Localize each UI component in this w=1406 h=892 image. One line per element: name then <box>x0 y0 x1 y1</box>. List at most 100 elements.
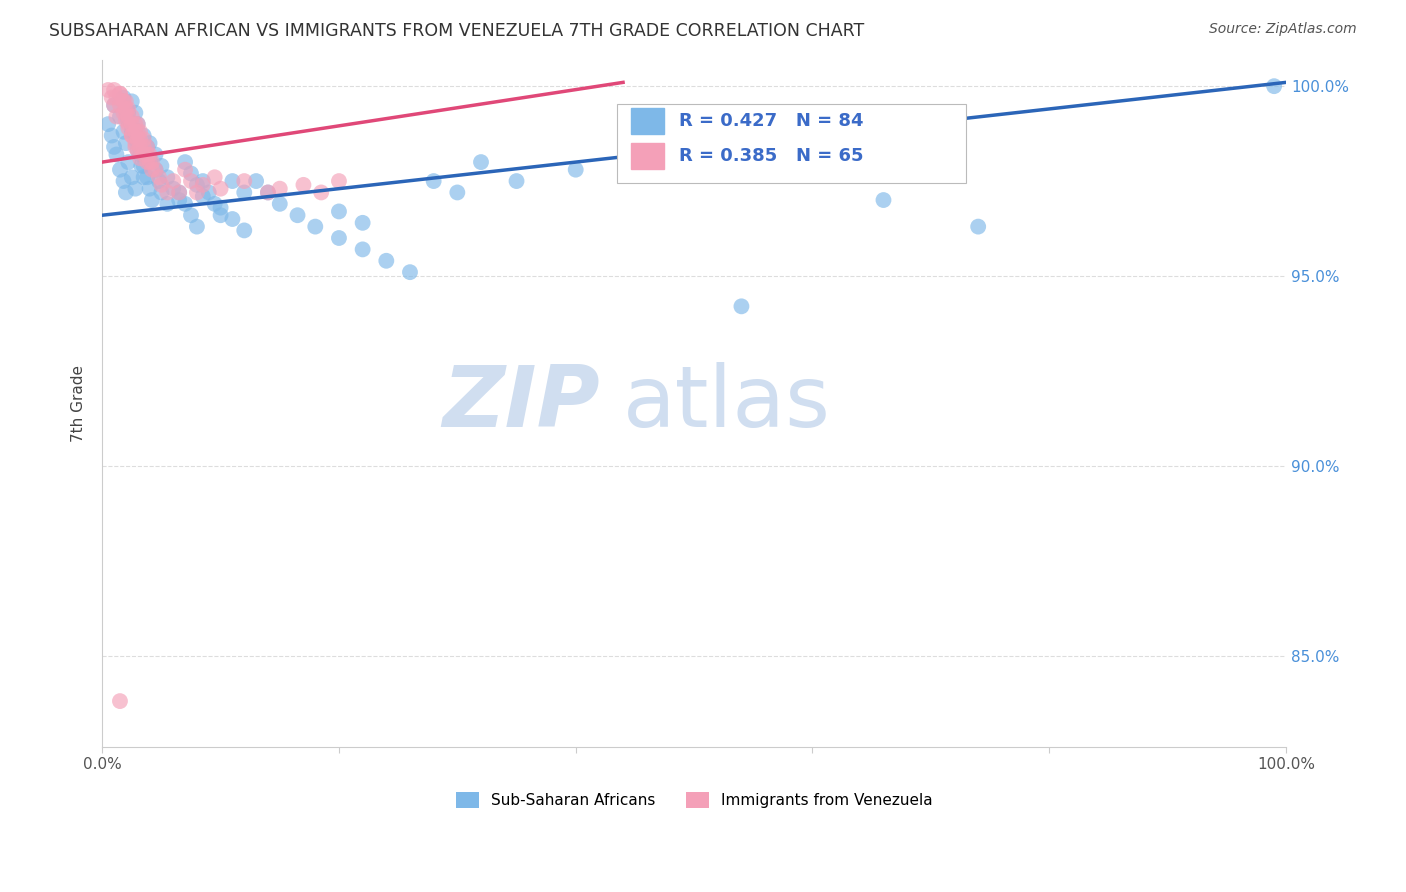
Point <box>505 174 527 188</box>
Point <box>117 105 139 120</box>
Point <box>287 208 309 222</box>
Point <box>150 186 173 200</box>
Point <box>100 128 122 143</box>
Point <box>117 110 139 124</box>
Point <box>191 189 214 203</box>
Point <box>245 174 267 188</box>
Point <box>127 117 149 131</box>
Point <box>121 110 143 124</box>
Point <box>124 117 146 131</box>
Point <box>138 155 160 169</box>
Point <box>150 159 173 173</box>
Point <box>129 125 152 139</box>
Point <box>112 90 135 104</box>
Legend: Sub-Saharan Africans, Immigrants from Venezuela: Sub-Saharan Africans, Immigrants from Ve… <box>450 787 939 814</box>
Point <box>730 299 752 313</box>
Point <box>292 178 315 192</box>
Point <box>304 219 326 234</box>
Point <box>117 102 139 116</box>
Point <box>167 186 190 200</box>
Point <box>100 90 122 104</box>
Point <box>121 95 143 109</box>
Point <box>136 170 159 185</box>
Point <box>132 128 155 143</box>
Point <box>132 147 155 161</box>
Point <box>103 98 125 112</box>
Point <box>328 174 350 188</box>
Point <box>132 132 155 146</box>
Point <box>127 117 149 131</box>
Point <box>115 113 138 128</box>
Point <box>138 182 160 196</box>
Point <box>328 204 350 219</box>
Point <box>132 170 155 185</box>
Point <box>191 174 214 188</box>
Point <box>269 197 291 211</box>
Point <box>174 162 197 177</box>
Bar <box>631 109 665 135</box>
Point <box>204 197 226 211</box>
Text: ZIP: ZIP <box>441 361 599 444</box>
Point <box>186 186 208 200</box>
Point <box>127 125 149 139</box>
Point <box>309 186 332 200</box>
Point <box>136 147 159 161</box>
Point <box>127 144 149 158</box>
Text: Source: ZipAtlas.com: Source: ZipAtlas.com <box>1209 22 1357 37</box>
Point <box>124 136 146 150</box>
Point <box>145 162 167 177</box>
Point <box>124 105 146 120</box>
Point <box>162 174 184 188</box>
Point <box>105 147 128 161</box>
Point <box>162 182 184 196</box>
Point <box>145 162 167 177</box>
Point <box>124 140 146 154</box>
Point <box>108 98 131 112</box>
Point <box>148 170 170 185</box>
Point <box>167 193 190 207</box>
Point <box>141 193 163 207</box>
FancyBboxPatch shape <box>617 104 966 183</box>
Point <box>209 201 232 215</box>
Point <box>872 193 894 207</box>
Point <box>328 231 350 245</box>
Point <box>138 147 160 161</box>
Point <box>124 182 146 196</box>
Point <box>115 95 138 109</box>
Point <box>105 90 128 104</box>
Point <box>564 162 586 177</box>
Point <box>138 151 160 165</box>
Point <box>115 102 138 116</box>
Point <box>221 174 243 188</box>
Point <box>103 98 125 112</box>
Point <box>108 87 131 101</box>
Point <box>108 87 131 101</box>
Point <box>129 140 152 154</box>
Point <box>156 197 179 211</box>
Point <box>209 208 232 222</box>
Point <box>375 253 398 268</box>
Point <box>141 162 163 177</box>
Point <box>1263 79 1285 94</box>
Point <box>112 105 135 120</box>
Point <box>115 186 138 200</box>
Point <box>167 186 190 200</box>
Point <box>117 117 139 131</box>
Point <box>127 136 149 150</box>
Point <box>108 694 131 708</box>
Point <box>174 197 197 211</box>
Point <box>121 125 143 139</box>
Point <box>422 174 444 188</box>
Point <box>132 140 155 154</box>
Point <box>136 155 159 169</box>
Point <box>129 132 152 146</box>
Point <box>156 186 179 200</box>
Point <box>117 155 139 169</box>
Point <box>257 186 280 200</box>
Point <box>105 110 128 124</box>
Point <box>129 159 152 173</box>
Point <box>124 125 146 139</box>
Point <box>124 132 146 146</box>
Point <box>103 83 125 97</box>
Point <box>399 265 422 279</box>
